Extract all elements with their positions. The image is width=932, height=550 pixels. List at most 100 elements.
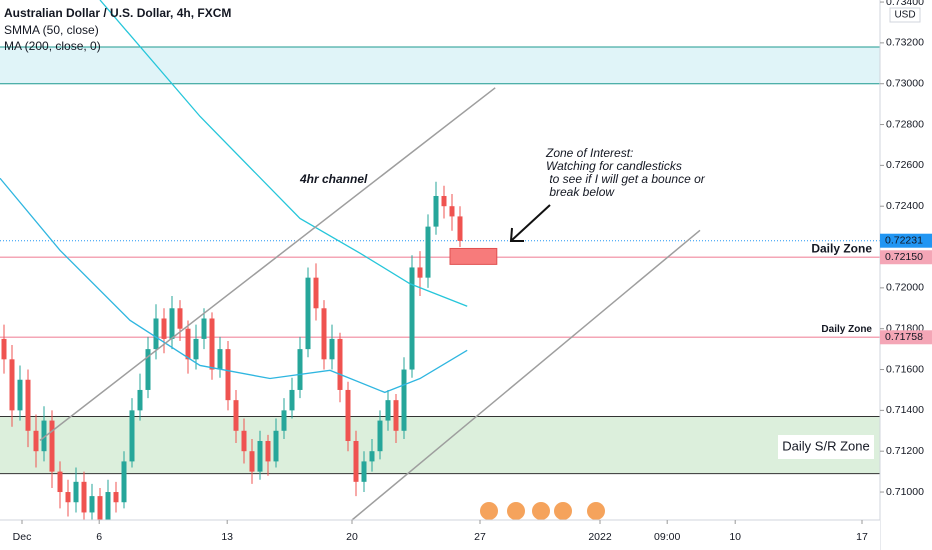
candle-body	[225, 349, 231, 401]
candle-body	[73, 481, 79, 503]
candle-body	[321, 308, 327, 360]
candle-body	[129, 410, 135, 462]
price-axis	[880, 0, 932, 550]
channel-line	[39, 87, 496, 441]
x-tick-label: 13	[221, 531, 233, 543]
legend-entry: MA (200, close, 0)	[4, 39, 101, 53]
candle-body	[65, 492, 71, 503]
candle-body	[337, 338, 343, 390]
candle-body	[153, 318, 159, 350]
x-tick-label: 2022	[588, 531, 612, 543]
y-tick-label: 0.73200	[886, 37, 924, 49]
interest-box	[449, 247, 498, 265]
y-tick-label: 0.73400	[886, 0, 924, 8]
price-tag	[880, 233, 932, 248]
candle-body	[81, 481, 87, 513]
candle-body	[313, 277, 319, 309]
candle-body	[297, 349, 303, 390]
sr-zone-label: Daily S/R Zone	[782, 438, 869, 453]
price-tag	[880, 250, 932, 265]
zone-note: Zone of Interest:	[545, 146, 633, 160]
candle-body	[97, 496, 103, 523]
candle-body	[257, 440, 263, 472]
legend-entry: SMMA (50, close)	[4, 23, 99, 37]
zone	[0, 416, 880, 474]
axes: 0.73400 0.73200 0.73000 0.72800 0.72600 0.724…	[13, 0, 932, 543]
ma-line	[0, 177, 468, 394]
candle-body	[281, 410, 287, 431]
candle-body	[169, 308, 175, 339]
candle-body	[353, 440, 359, 482]
candle-body	[241, 430, 247, 452]
event-icon[interactable]	[554, 502, 572, 520]
candle-body	[425, 226, 431, 278]
event-icon[interactable]	[532, 502, 550, 520]
ma-line	[99, 0, 468, 307]
candle-body	[137, 389, 143, 411]
candle-body	[249, 451, 255, 472]
arrow-head	[509, 227, 524, 242]
candle-body	[385, 400, 391, 421]
candle-body	[417, 267, 423, 278]
event-icons	[480, 502, 605, 520]
x-tick-label: 20	[346, 531, 358, 543]
candle-body	[49, 420, 55, 472]
x-tick-label: 10	[729, 531, 741, 543]
candle-body	[217, 349, 223, 370]
candle-body	[345, 389, 351, 441]
candle-body	[265, 440, 271, 462]
x-tick-label: 09:00	[654, 531, 680, 543]
level-label: Daily Zone	[821, 324, 872, 335]
plot-area: Daily Zone Daily Zone	[0, 0, 880, 533]
time-axis	[0, 520, 880, 550]
candle-body	[185, 328, 191, 360]
candle-body	[33, 430, 39, 452]
event-icon[interactable]	[587, 502, 605, 520]
candle-body	[289, 389, 295, 411]
price-tag-label: 0.72150	[885, 251, 923, 263]
candle-body	[145, 349, 151, 390]
chart-title: Australian Dollar / U.S. Dollar, 4h, FXC…	[4, 6, 231, 20]
zone	[0, 46, 880, 84]
channel-note: 4hr channel	[299, 172, 368, 186]
candle-body	[9, 359, 15, 411]
y-tick-label: 0.71200	[886, 445, 924, 457]
candle-body	[177, 308, 183, 329]
candle-body	[1, 338, 7, 360]
candle-body	[361, 461, 367, 482]
candle-body	[17, 379, 23, 411]
sr-zone-box	[778, 435, 874, 459]
candle-body	[57, 471, 63, 493]
x-tick-label: Dec	[13, 531, 32, 543]
candle-body	[113, 492, 119, 503]
price-tag-label: 0.72231	[885, 234, 923, 246]
arrow	[511, 204, 551, 241]
candle-body	[329, 338, 335, 360]
candle-body	[441, 195, 447, 207]
candle-body	[105, 492, 111, 523]
candle-body	[89, 496, 95, 513]
candle-body	[25, 379, 31, 431]
event-icon[interactable]	[480, 502, 498, 520]
candle-body	[401, 369, 407, 431]
price-tag-label: 0.71758	[885, 331, 923, 343]
candle-body	[433, 195, 439, 227]
y-tick-label: 0.72000	[886, 282, 924, 294]
candle-body	[273, 430, 279, 462]
candle-body	[305, 277, 311, 350]
y-tick-label: 0.73000	[886, 77, 924, 89]
candle-body	[377, 420, 383, 452]
zone-note: to see if I will get a bounce or	[546, 172, 706, 186]
y-tick-label: 0.72600	[886, 159, 924, 171]
zone-note: break below	[546, 185, 615, 199]
unit-box[interactable]	[889, 7, 921, 23]
candle-body	[233, 400, 239, 431]
unit-label: USD	[894, 10, 915, 21]
event-icon[interactable]	[507, 502, 525, 520]
y-tick-label: 0.72400	[886, 200, 924, 212]
x-tick-label: 6	[96, 531, 102, 543]
level-label: Daily Zone	[811, 241, 872, 255]
candle-body	[201, 318, 207, 339]
candle-body	[161, 318, 167, 339]
candle-body	[193, 338, 199, 360]
